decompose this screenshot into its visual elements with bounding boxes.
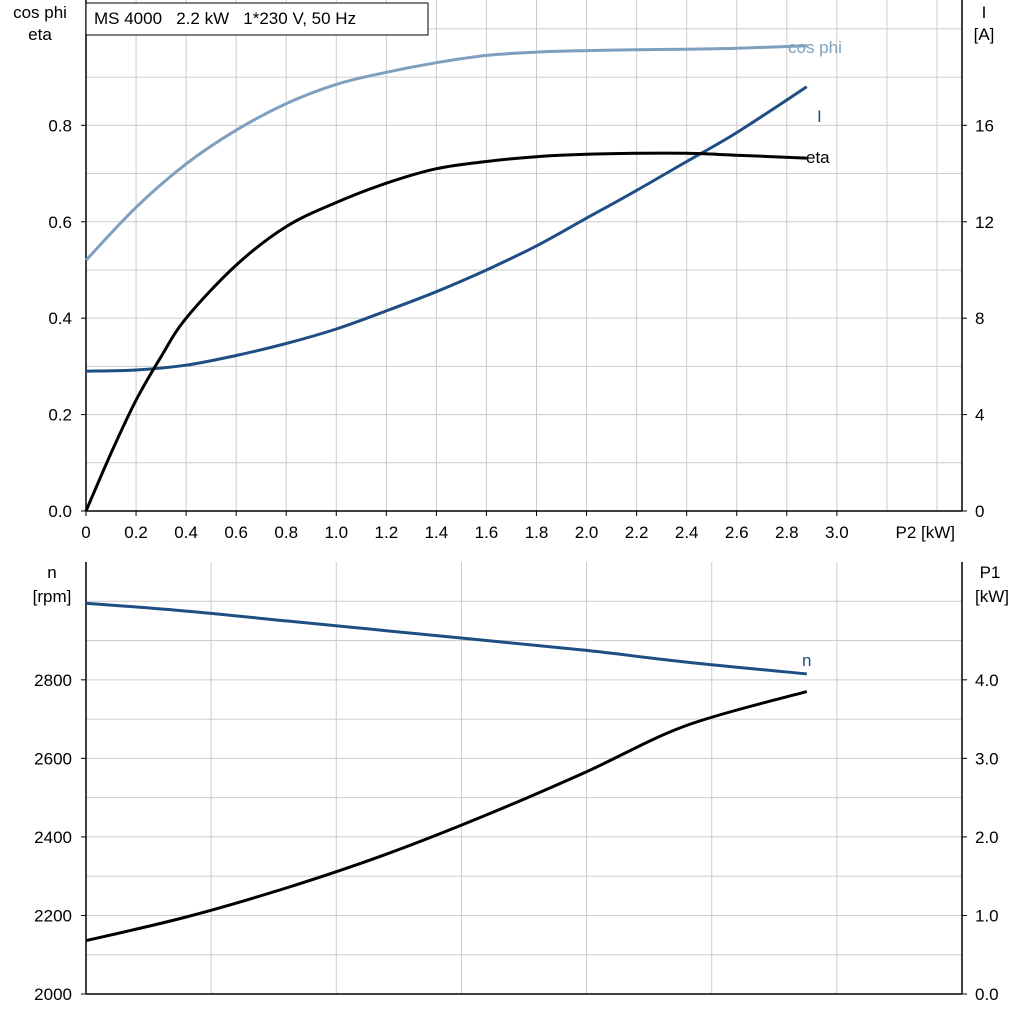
x-tick-label: 0.2 [124,523,148,542]
bottom-left-tick-label: 2200 [34,906,72,925]
speed-line [85,601,807,676]
bottom-right-tick-label: 1.0 [975,906,999,925]
x-tick-label: 2.8 [775,523,799,542]
left-tick-label: 0.6 [48,213,72,232]
bottom-left-tick-label: 2000 [34,985,72,1004]
top-left-axis-title-line1: cos phi [13,3,67,22]
bottom-tick-labels: 2000 2200 2400 2600 2800 0.0 1.0 2.0 3.0 4.0 [34,671,998,1004]
x-tick-label: 2.2 [625,523,649,542]
x-tick-label: 0.4 [174,523,198,542]
left-tick-label: 0.8 [48,116,72,135]
top-left-axis-title-line2: eta [28,25,52,44]
bottom-left-tick-label: 2600 [34,749,72,768]
bottom-right-tick-label: 0.0 [975,985,999,1004]
right-tick-label: 0 [975,502,984,521]
top-right-axis-title-line2: [A] [974,25,995,44]
left-tick-label: 0.2 [48,406,72,425]
x-tick-label: 1.8 [525,523,549,542]
eta-line [84,151,807,512]
current-series-label: I [817,107,822,126]
x-axis-title: P2 [kW] [895,523,955,542]
x-tick-label: 0.8 [274,523,298,542]
cos-phi-series-label: cos phi [788,38,842,57]
right-tick-label: 8 [975,309,984,328]
bottom-right-axis-title-line1: P1 [980,563,1001,582]
bottom-series-lines [85,601,808,943]
right-tick-label: 4 [975,406,984,425]
right-tick-label: 12 [975,213,994,232]
x-tick-label: 1.0 [324,523,348,542]
x-tick-label: 1.4 [425,523,449,542]
top-chart-panel: 0 0.2 0.4 0.6 0.8 1.0 1.2 1.4 1.6 1.8 2.0 2.2 2.4 2.6… [13,0,994,542]
bottom-chart-panel: 2000 2200 2400 2600 2800 0.0 1.0 2.0 3.0 4.0 n [r… [33,562,1009,1004]
bottom-left-axis-title-line2: [rpm] [33,587,72,606]
bottom-axes [85,562,963,995]
info-box-text: MS 4000 2.2 kW 1*230 V, 50 Hz [94,9,356,28]
top-series-lines [84,44,808,512]
speed-series-label: n [802,651,811,670]
info-box [85,2,429,36]
current-line [85,85,808,373]
x-tick-label: 0.6 [224,523,248,542]
x-tick-label: 1.6 [475,523,499,542]
bottom-right-tick-label: 2.0 [975,828,999,847]
x-tick-label: 0 [81,523,90,542]
bottom-right-axis-title-line2: [kW] [975,587,1009,606]
x-tick-label: 2.0 [575,523,599,542]
p1-line [85,690,808,943]
x-tick-label: 1.2 [375,523,399,542]
bottom-left-axis-title-line1: n [47,563,56,582]
bottom-left-tick-label: 2800 [34,671,72,690]
top-tick-labels: 0 0.2 0.4 0.6 0.8 1.0 1.2 1.4 1.6 1.8 2.0 2.2 2.4 2.6… [48,116,994,542]
bottom-right-tick-label: 4.0 [975,671,999,690]
bottom-right-tick-label: 3.0 [975,749,999,768]
eta-series-label: eta [806,148,830,167]
left-tick-label: 0.0 [48,502,72,521]
left-tick-label: 0.4 [48,309,72,328]
top-right-axis-title-line1: I [982,3,987,22]
bottom-left-tick-label: 2400 [34,828,72,847]
top-axes [85,0,963,512]
x-tick-label: 2.4 [675,523,699,542]
bottom-grid [86,562,962,994]
x-tick-label: 3.0 [825,523,849,542]
x-tick-label: 2.6 [725,523,749,542]
right-tick-label: 16 [975,116,994,135]
cos-phi-line [84,44,807,262]
